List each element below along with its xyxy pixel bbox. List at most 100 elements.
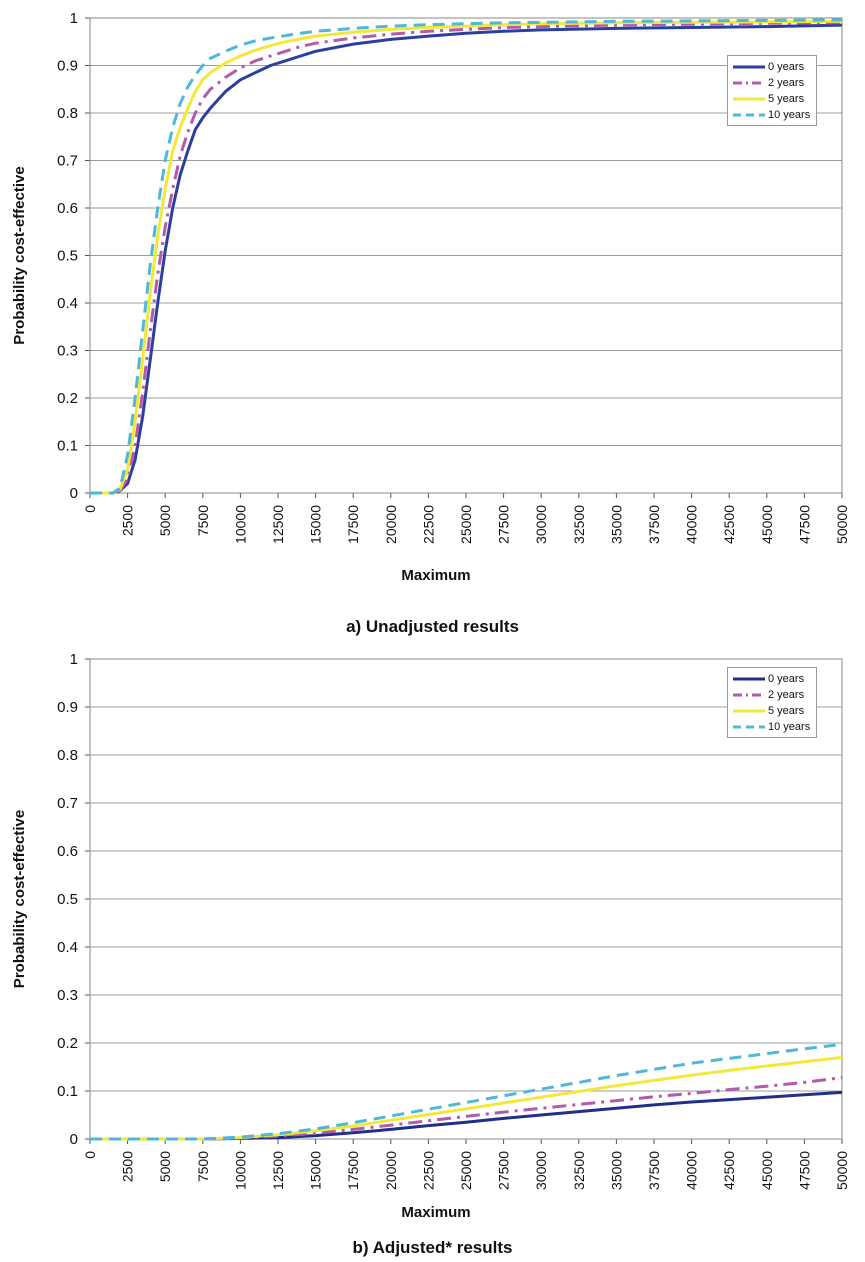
y-tick-label: 1 xyxy=(70,10,78,27)
x-tick-label: 45000 xyxy=(759,505,775,544)
x-tick-label: 42500 xyxy=(721,505,737,544)
legend-swatch xyxy=(733,725,765,729)
x-tick-label: 20000 xyxy=(383,1151,399,1190)
y-tick-label: 0.2 xyxy=(57,1035,78,1052)
y-tick-label: 0.4 xyxy=(57,295,78,312)
x-tick-label: 2500 xyxy=(120,505,136,536)
y-tick-label: 0.9 xyxy=(57,699,78,716)
legend-entry: 5 years xyxy=(732,91,810,107)
legend-label: 5 years xyxy=(768,705,805,717)
y-tick-label: 0.1 xyxy=(57,1083,78,1100)
legend-swatch xyxy=(733,677,765,681)
y-tick-label: 0.7 xyxy=(57,153,78,170)
y-tick-label: 0 xyxy=(70,1131,78,1148)
y-tick-label: 0.5 xyxy=(57,891,78,908)
x-axis-label: Maximum xyxy=(401,1204,470,1221)
x-tick-label: 2500 xyxy=(120,1151,136,1182)
y-tick-label: 1 xyxy=(70,651,78,668)
x-tick-label: 35000 xyxy=(608,505,624,544)
x-tick-label: 22500 xyxy=(420,1151,436,1190)
legend-label: 10 years xyxy=(768,109,811,121)
chart-adjusted: 0 0.1 0.2 0.3 0.4 0.5 0.6 0.7 0.8 0.9 1 0 2500 5000 75… xyxy=(11,651,850,1221)
series-line-0-years xyxy=(90,23,843,495)
x-tick-label: 45000 xyxy=(759,1151,775,1190)
legend-entry: 0 years xyxy=(732,59,810,75)
y-tick-label: 0.1 xyxy=(57,438,78,455)
x-tick-label: 15000 xyxy=(308,505,324,544)
y-tick-label: 0.3 xyxy=(57,343,78,360)
x-tick-label: 40000 xyxy=(684,505,700,544)
legend-entry: 5 years xyxy=(732,703,810,719)
y-tick-label: 0.8 xyxy=(57,105,78,122)
series-line-2-years xyxy=(90,21,843,495)
x-tick-label: 15000 xyxy=(308,1151,324,1190)
x-tick-label: 30000 xyxy=(533,505,549,544)
plot-area xyxy=(89,658,843,1140)
legend-swatch xyxy=(733,65,765,69)
y-tick-label: 0.6 xyxy=(57,200,78,217)
x-tick-label: 40000 xyxy=(684,1151,700,1190)
chart-panel-unadjusted: 0 0.1 0.2 0.3 0.4 0.5 0.6 0.7 0.8 0.9 1 0 2500 5000 75… xyxy=(11,10,850,584)
y-axis-label: Probability cost-effective xyxy=(11,810,28,988)
legend-swatch xyxy=(733,693,765,697)
x-tick-label: 5000 xyxy=(157,1151,173,1182)
x-tick-label: 10000 xyxy=(232,505,248,544)
y-tick-label: 0.8 xyxy=(57,747,78,764)
legend-label: 5 years xyxy=(768,93,805,105)
legend-swatch xyxy=(733,81,765,85)
legend-swatch xyxy=(733,709,765,713)
series-line-10-years xyxy=(90,1042,843,1141)
x-tick-label: 12500 xyxy=(270,505,286,544)
chart-unadjusted: 0 0.1 0.2 0.3 0.4 0.5 0.6 0.7 0.8 0.9 1 0 2500 5000 75… xyxy=(11,10,850,584)
x-tick-label: 17500 xyxy=(345,505,361,544)
x-tick-label: 50000 xyxy=(834,1151,850,1190)
legend-adjusted: 0 years 2 years 5 years 10 years xyxy=(727,667,818,738)
x-tick-label: 37500 xyxy=(646,505,662,544)
x-tick-label: 25000 xyxy=(458,1151,474,1190)
legend-entry: 0 years xyxy=(732,671,810,687)
legend-swatch xyxy=(733,97,765,101)
x-axis-label: Maximum xyxy=(401,567,470,584)
series-line-10-years xyxy=(90,18,843,495)
chart-title-adjusted: b) Adjusted* results xyxy=(352,1238,513,1257)
x-tick-label: 12500 xyxy=(270,1151,286,1190)
x-tick-label: 30000 xyxy=(533,1151,549,1190)
plot-area xyxy=(89,17,843,494)
y-axis-label: Probability cost-effective xyxy=(11,166,28,344)
x-tick-label: 32500 xyxy=(571,505,587,544)
series-line-5-years xyxy=(90,19,843,495)
x-tick-label: 37500 xyxy=(646,1151,662,1190)
y-tick-label: 0.6 xyxy=(57,843,78,860)
y-tick-label: 0.3 xyxy=(57,987,78,1004)
legend-label: 2 years xyxy=(768,689,805,701)
x-tick-label: 7500 xyxy=(195,1151,211,1182)
legend-label: 2 years xyxy=(768,77,805,89)
legend-entry: 2 years xyxy=(732,75,810,91)
y-tick-label: 0.7 xyxy=(57,795,78,812)
x-tick-label: 0 xyxy=(82,1151,98,1159)
y-tick-label: 0 xyxy=(70,485,78,502)
x-tick-label: 42500 xyxy=(721,1151,737,1190)
legend-label: 0 years xyxy=(768,61,805,73)
x-tick-label: 17500 xyxy=(345,1151,361,1190)
y-tick-label: 0.4 xyxy=(57,939,78,956)
x-tick-label: 7500 xyxy=(195,505,211,536)
legend-unadjusted: 0 years 2 years 5 years 10 years xyxy=(727,55,818,126)
x-tick-label: 47500 xyxy=(796,505,812,544)
x-tick-label: 22500 xyxy=(420,505,436,544)
chart-title-unadjusted: a) Unadjusted results xyxy=(346,617,519,636)
x-tick-label: 35000 xyxy=(608,1151,624,1190)
x-tick-label: 47500 xyxy=(796,1151,812,1190)
x-tick-label: 25000 xyxy=(458,505,474,544)
x-tick-label: 27500 xyxy=(496,505,512,544)
x-tick-label: 27500 xyxy=(496,1151,512,1190)
legend-entry: 10 years xyxy=(732,107,810,123)
x-tick-label: 5000 xyxy=(157,505,173,536)
legend-entry: 10 years xyxy=(732,719,810,735)
legend-entry: 2 years xyxy=(732,687,810,703)
chart-panel-adjusted: 0 0.1 0.2 0.3 0.4 0.5 0.6 0.7 0.8 0.9 1 0 2500 5000 75… xyxy=(0,645,865,1262)
y-tick-label: 0.5 xyxy=(57,248,78,265)
x-tick-label: 10000 xyxy=(232,1151,248,1190)
y-tick-label: 0.9 xyxy=(57,58,78,75)
legend-label: 10 years xyxy=(768,721,811,733)
